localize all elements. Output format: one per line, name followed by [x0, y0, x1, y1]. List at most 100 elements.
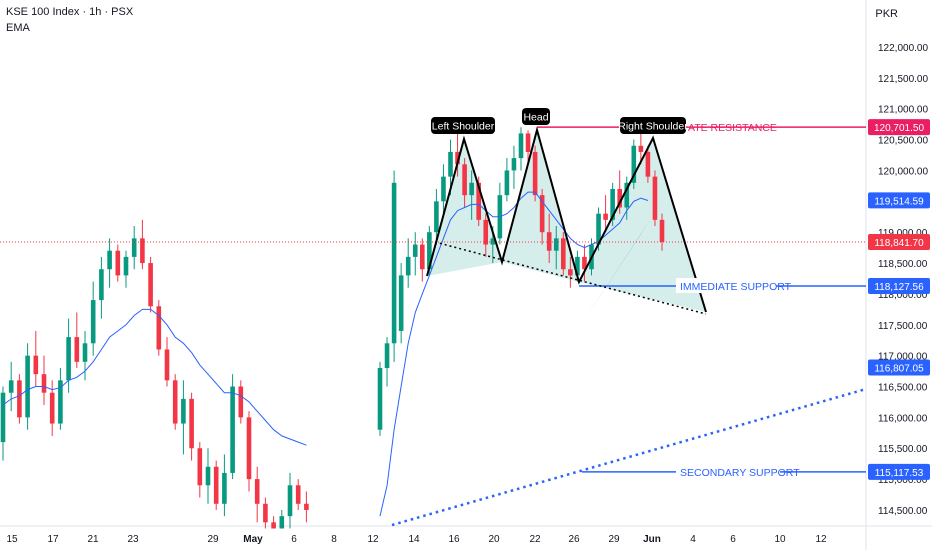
candle-body: [263, 503, 268, 523]
time-tick-label: 14: [408, 534, 420, 545]
candle-body: [603, 213, 608, 220]
candle-body: [546, 232, 552, 251]
price-label-text: 118,127.56: [874, 282, 924, 293]
candle-body: [518, 133, 524, 159]
candle-body: [511, 158, 517, 171]
candle-body: [254, 479, 260, 504]
candle-body: [525, 133, 531, 152]
candle-body: [140, 238, 145, 264]
price-label-box: [868, 359, 930, 376]
candle-body: [384, 343, 390, 368]
candle-body: [448, 151, 453, 177]
candle-body: [189, 398, 194, 449]
candle-body: [131, 238, 137, 257]
head-label: Head: [523, 112, 548, 124]
candle-body: [66, 337, 71, 381]
symbol-title[interactable]: KSE 100 Index · 1h · PSX: [6, 6, 134, 18]
candle-body: [0, 392, 6, 443]
trendline: [391, 387, 867, 527]
indicator-label[interactable]: EMA: [6, 22, 30, 34]
candle-body: [115, 250, 121, 276]
candle-body: [568, 269, 573, 276]
candle-body: [205, 466, 211, 486]
left-shoulder-label-box: [431, 117, 495, 134]
resistance-text: ATE RESISTANCE: [688, 122, 777, 134]
price-tick-label: 122,000.00: [878, 43, 928, 54]
candle-body: [49, 392, 55, 424]
candle-body: [575, 256, 580, 276]
candle-body: [462, 164, 467, 196]
projection-fill: [583, 218, 651, 322]
candle-body: [17, 380, 22, 418]
candle-body: [222, 472, 227, 504]
candle-body: [287, 485, 293, 517]
candle-body: [41, 374, 47, 393]
candle-body: [123, 256, 129, 276]
pattern-outline: [426, 126, 707, 313]
candle-body: [532, 151, 538, 196]
time-tick-label: 12: [815, 534, 827, 545]
candle-body: [596, 213, 601, 245]
price-label-text: 118,841.70: [874, 238, 924, 249]
price-label-text: 119,514.59: [874, 196, 924, 207]
price-label-text: 115,117.53: [875, 468, 924, 479]
candle-body: [271, 522, 276, 529]
candle-body: [659, 219, 665, 242]
price-tick-label: 120,500.00: [878, 136, 928, 147]
immediate-support-text-bg: [676, 278, 776, 294]
candle-body: [455, 151, 460, 165]
price-tick-label: 121,000.00: [878, 105, 928, 116]
time-tick-label: May: [243, 534, 263, 545]
candle-body: [624, 182, 630, 208]
price-tick-label: 120,000.00: [878, 166, 928, 177]
time-tick-label: 8: [331, 534, 337, 545]
candle-body: [610, 188, 615, 220]
price-tick-label: 115,000.00: [878, 475, 928, 486]
price-label-box: [868, 278, 930, 295]
time-tick-label: 17: [47, 534, 59, 545]
price-tick-label: 116,500.00: [878, 383, 928, 394]
time-tick-label: 6: [291, 534, 297, 545]
candle-body: [631, 145, 637, 183]
immediate-support-text: IMMEDIATE SUPPORT: [680, 281, 792, 293]
drawings: Left Shoulder Head Right Shoulder ATE RESIS…: [0, 108, 867, 527]
price-label-text: 120,701.50: [874, 123, 924, 134]
candle-body: [652, 176, 658, 220]
candle-body: [441, 176, 446, 202]
candle-body: [398, 275, 404, 331]
price-tick-label: 117,000.00: [878, 352, 928, 363]
candle-body: [213, 466, 219, 504]
time-tick-label: 6: [730, 534, 736, 545]
candle-body: [33, 355, 39, 375]
candle-body: [539, 195, 545, 233]
price-label-box: [868, 233, 930, 250]
candle-body: [230, 386, 235, 473]
price-scale[interactable]: 122,000.00 121,500.00 121,000.00 120,500.00…: [878, 43, 928, 517]
ema-line: [2, 191, 649, 517]
candle-body: [246, 417, 252, 480]
right-shoulder-label-box: [620, 117, 686, 134]
candle-body: [90, 300, 96, 344]
candle-body: [8, 380, 14, 393]
candle-body: [164, 349, 170, 381]
candle-body: [181, 398, 186, 424]
time-tick-label: 22: [529, 534, 541, 545]
price-labels: 120,701.50 119,514.59 118,841.70 118,127.56…: [868, 119, 930, 480]
price-tick-label: 117,500.00: [878, 321, 928, 332]
price-tick-label: 114,500.00: [878, 506, 928, 517]
candle-body: [82, 343, 88, 362]
candle-body: [504, 170, 510, 196]
right-shoulder-label: Right Shoulder: [618, 121, 688, 133]
candle-body: [107, 250, 112, 270]
price-tick-label: 118,500.00: [878, 259, 928, 270]
price-label-box: [868, 119, 930, 136]
candle-body: [304, 503, 309, 510]
head-label-box: [522, 108, 550, 125]
time-axis[interactable]: 15 17 21 23 29 May 6 8 12 14 16 20 22 26 29 Jun 4 6 10 12: [6, 534, 827, 545]
time-tick-label: 21: [87, 534, 99, 545]
price-label-box: [868, 463, 930, 480]
secondary-support-text: SECONDARY SUPPORT: [680, 467, 800, 479]
candle-body: [420, 244, 425, 270]
candle-body: [238, 386, 244, 418]
